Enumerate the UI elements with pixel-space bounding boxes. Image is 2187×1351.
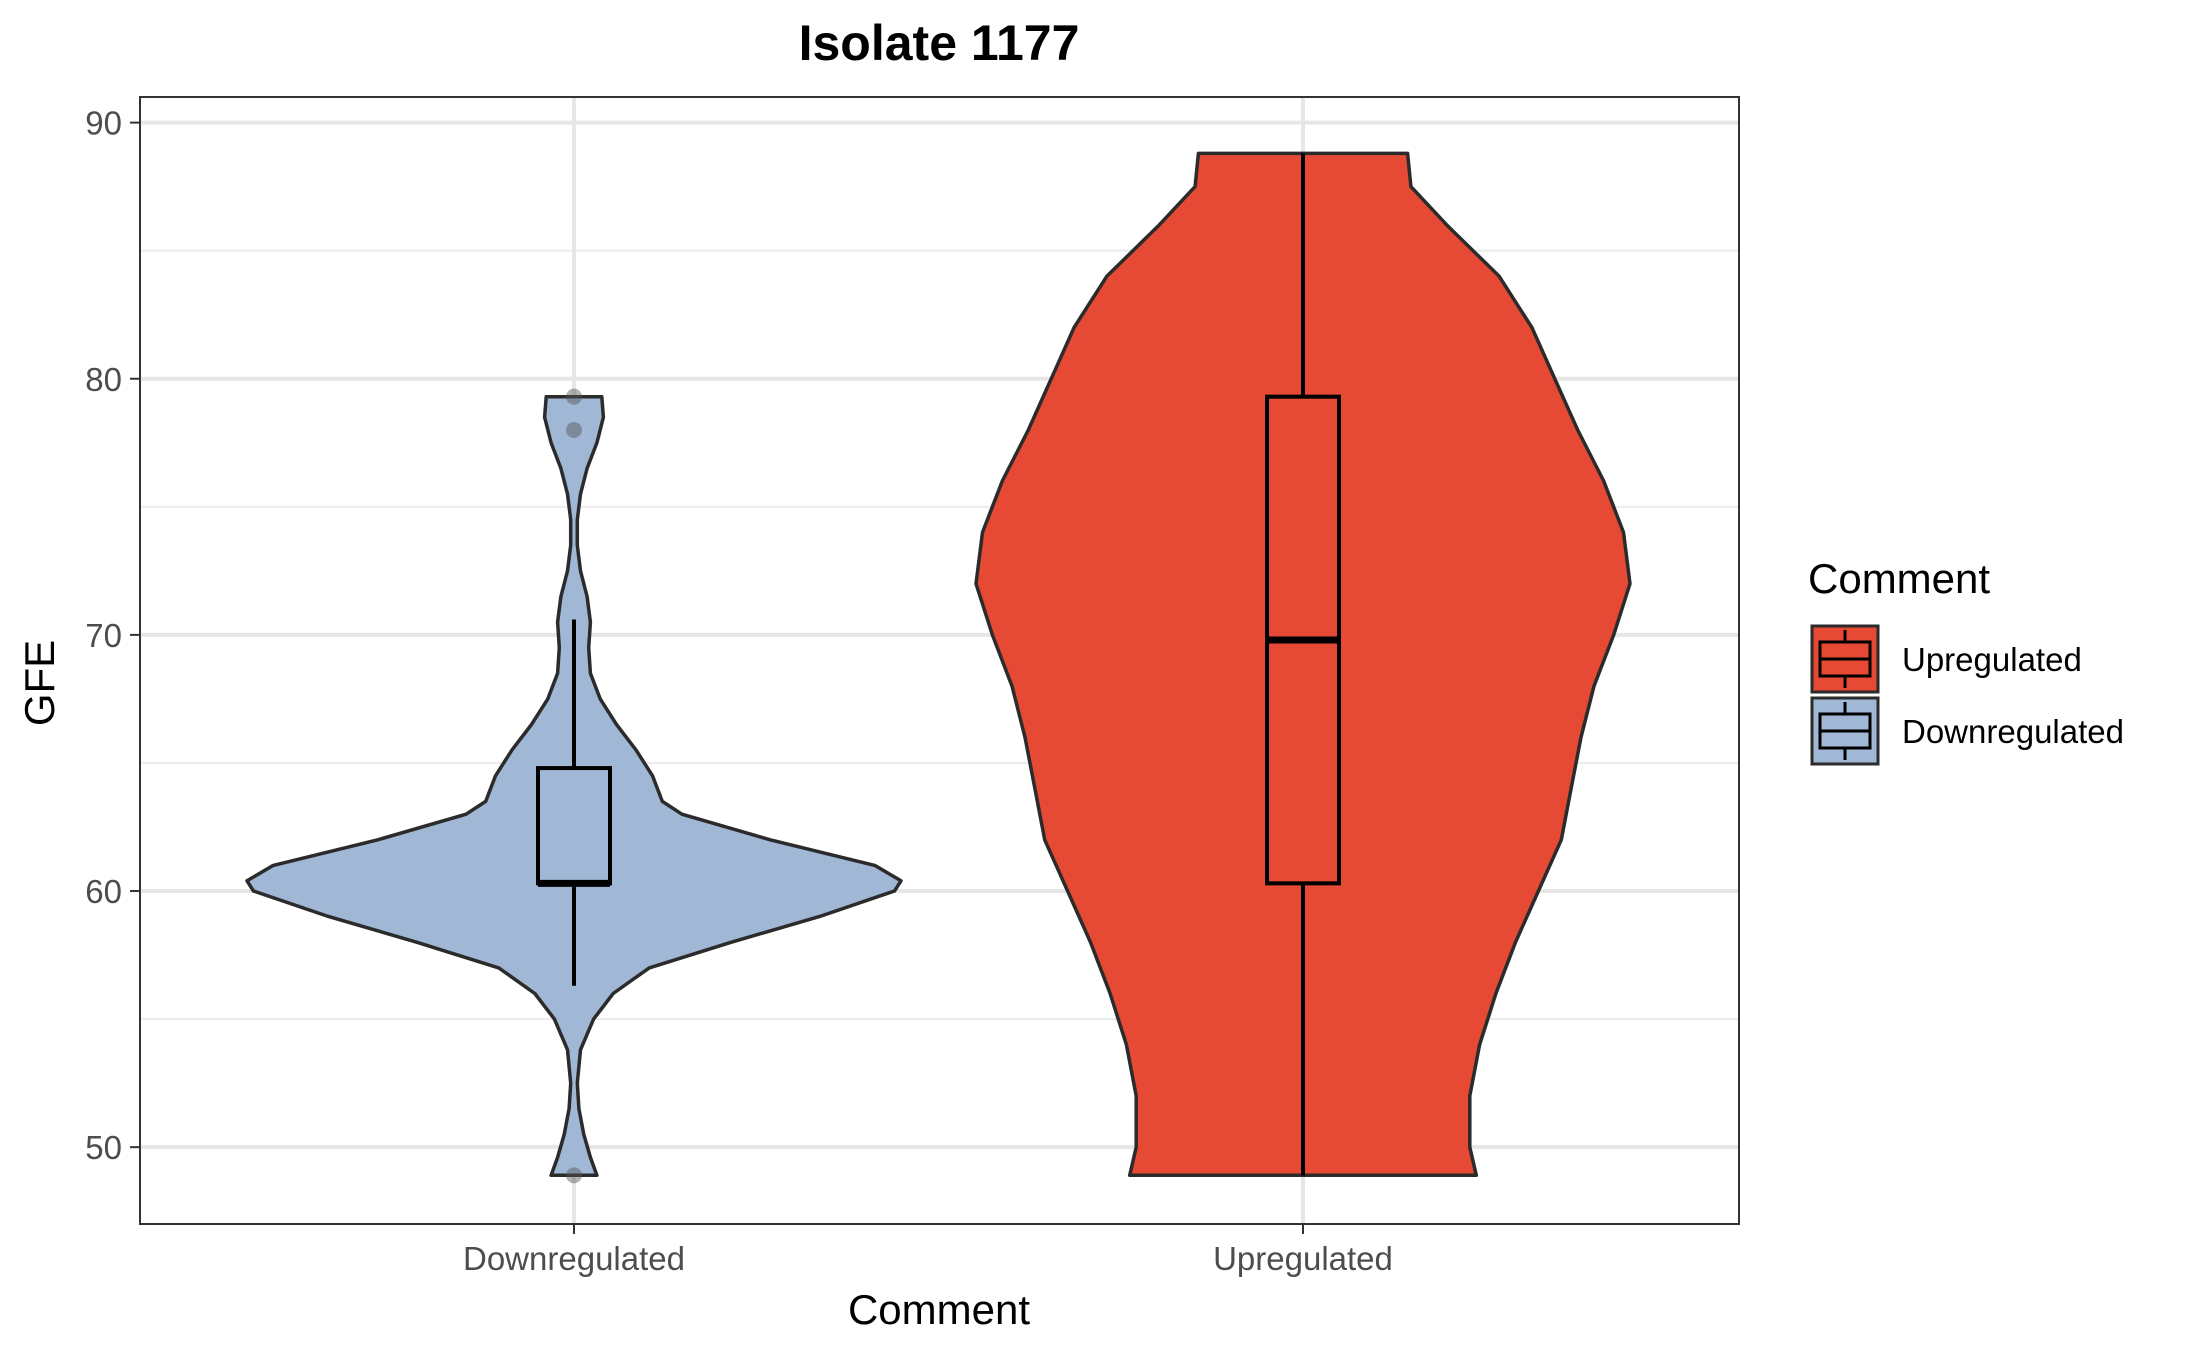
- box: [536, 766, 612, 886]
- outlier-point: [566, 1167, 582, 1184]
- x-tick-label: Downregulated: [463, 1240, 685, 1277]
- legend-key-upregulated: [1810, 624, 1880, 694]
- x-tick-label: Upregulated: [1213, 1240, 1393, 1277]
- legend-key-downregulated: [1810, 696, 1880, 766]
- plot-area: 50 60 70 80 90 Downregulated Upregulated: [85, 96, 1740, 1277]
- legend-label: Upregulated: [1902, 641, 2082, 678]
- y-tick-label: 90: [85, 105, 122, 142]
- y-tick-label: 80: [85, 361, 122, 398]
- y-tick-label: 50: [85, 1129, 122, 1166]
- legend-label: Downregulated: [1902, 713, 2124, 750]
- outlier-point: [566, 388, 582, 405]
- violin-group-upregulated: [974, 151, 1632, 1178]
- panel-border: [139, 96, 1740, 1225]
- outlier-point: [566, 421, 582, 438]
- violin-group-downregulated: [245, 388, 903, 1184]
- x-axis-label: Comment: [848, 1286, 1030, 1333]
- legend: Comment Upregulated Downregulated: [1808, 555, 2124, 766]
- legend-title: Comment: [1808, 555, 1990, 602]
- y-tick-label: 60: [85, 873, 122, 910]
- chart-title: Isolate 1177: [799, 15, 1080, 71]
- y-axis-label: GFE: [16, 640, 63, 726]
- y-tick-label: 70: [85, 617, 122, 654]
